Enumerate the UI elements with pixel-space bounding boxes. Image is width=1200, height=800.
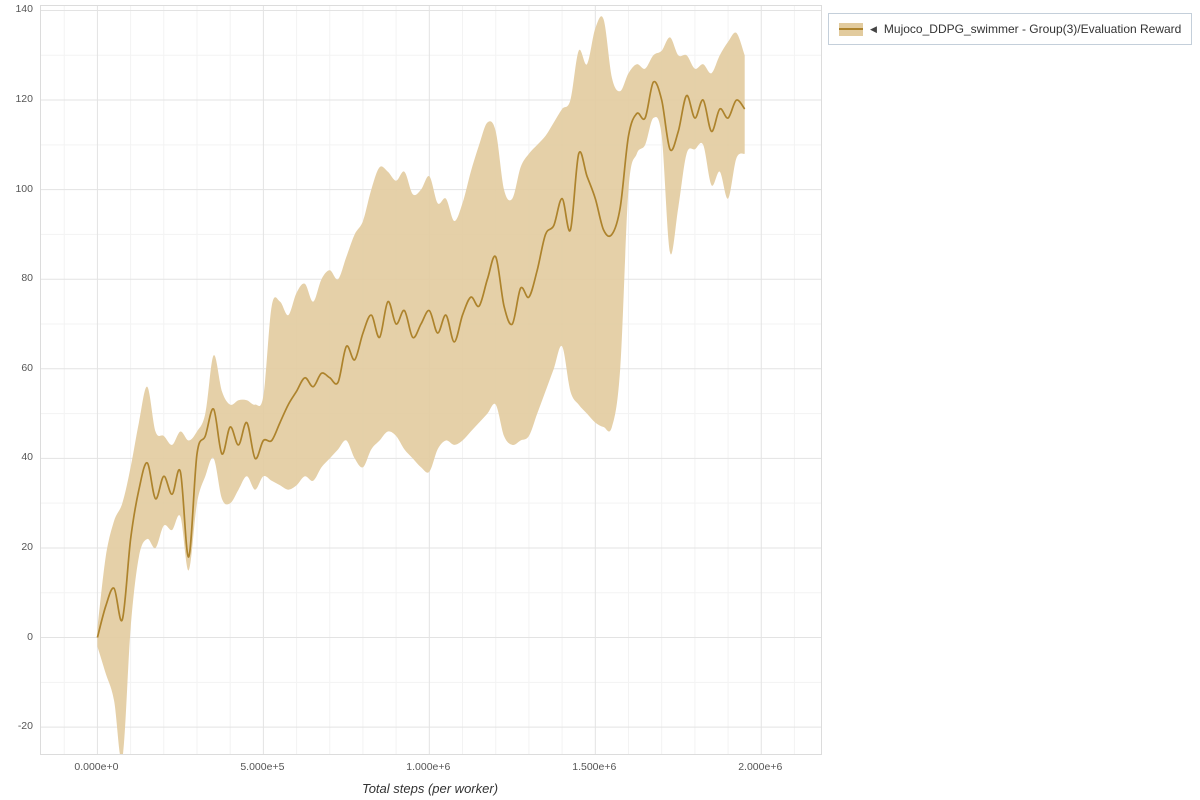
y-tick-label: 0 xyxy=(27,630,33,643)
y-tick-label: 60 xyxy=(21,361,33,374)
y-tick-label: 20 xyxy=(21,540,33,553)
legend-label: Mujoco_DDPG_swimmer - Group(3)/Evaluatio… xyxy=(883,22,1181,36)
x-tick-label: 0.000e+0 xyxy=(74,761,119,773)
x-tick-label: 5.000e+5 xyxy=(240,761,285,773)
legend-item[interactable]: ◀ Mujoco_DDPG_swimmer - Group(3)/Evaluat… xyxy=(828,13,1192,45)
confidence-band xyxy=(97,16,745,761)
y-tick-label: 40 xyxy=(21,451,33,464)
line-chart xyxy=(41,6,821,761)
y-tick-label: 120 xyxy=(15,93,33,106)
y-tick-label: 140 xyxy=(15,3,33,16)
plot-area xyxy=(40,5,822,761)
y-tick-label: -20 xyxy=(17,720,33,733)
x-axis-title: Total steps (per worker) xyxy=(361,781,499,796)
x-tick-label: 1.500e+6 xyxy=(572,761,617,773)
mean-line xyxy=(96,80,746,638)
y-tick-label: 80 xyxy=(21,272,33,285)
x-tick-label: 2.000e+6 xyxy=(738,761,783,773)
x-tick-label: 1.000e+6 xyxy=(406,761,451,773)
legend-toggle-icon[interactable]: ◀ xyxy=(870,23,877,34)
legend-swatch xyxy=(839,22,863,36)
legend-swatch-line xyxy=(839,27,863,30)
y-tick-label: 100 xyxy=(15,182,33,195)
